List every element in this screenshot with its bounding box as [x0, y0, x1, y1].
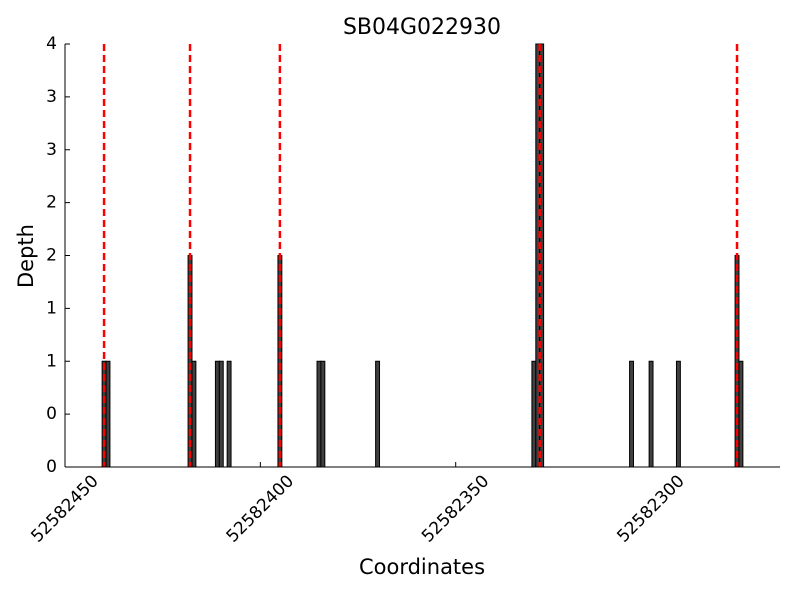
bar: [738, 360, 744, 468]
bar: [105, 360, 111, 468]
x-tick-label: 52582300: [613, 471, 688, 546]
bar: [226, 360, 232, 468]
y-tick-label: 1: [46, 298, 57, 318]
bar: [218, 360, 224, 468]
y-axis-label: Depth: [14, 224, 38, 288]
y-tick-label: 2: [46, 246, 57, 266]
bar: [191, 360, 197, 468]
y-tick-label: 1: [46, 351, 57, 371]
bar: [648, 360, 654, 468]
bar: [531, 360, 537, 468]
y-tick-label: 3: [46, 87, 57, 107]
y-tick-label: 2: [46, 193, 57, 213]
x-tick-label: 52582450: [27, 471, 102, 546]
y-tick-label: 3: [46, 140, 57, 160]
x-tick-label: 52582400: [223, 471, 298, 546]
bar: [629, 360, 634, 468]
bar: [375, 360, 381, 468]
chart-title: SB04G022930: [343, 15, 501, 40]
bar: [214, 360, 220, 468]
bar: [316, 360, 322, 468]
y-tick-label: 4: [46, 34, 57, 54]
y-tick-label: 0: [46, 457, 57, 477]
x-tick-label: 52582350: [418, 471, 493, 546]
bar: [320, 360, 326, 468]
x-axis-label: Coordinates: [359, 555, 485, 579]
y-tick-label: 0: [46, 404, 57, 424]
bar: [675, 360, 681, 468]
